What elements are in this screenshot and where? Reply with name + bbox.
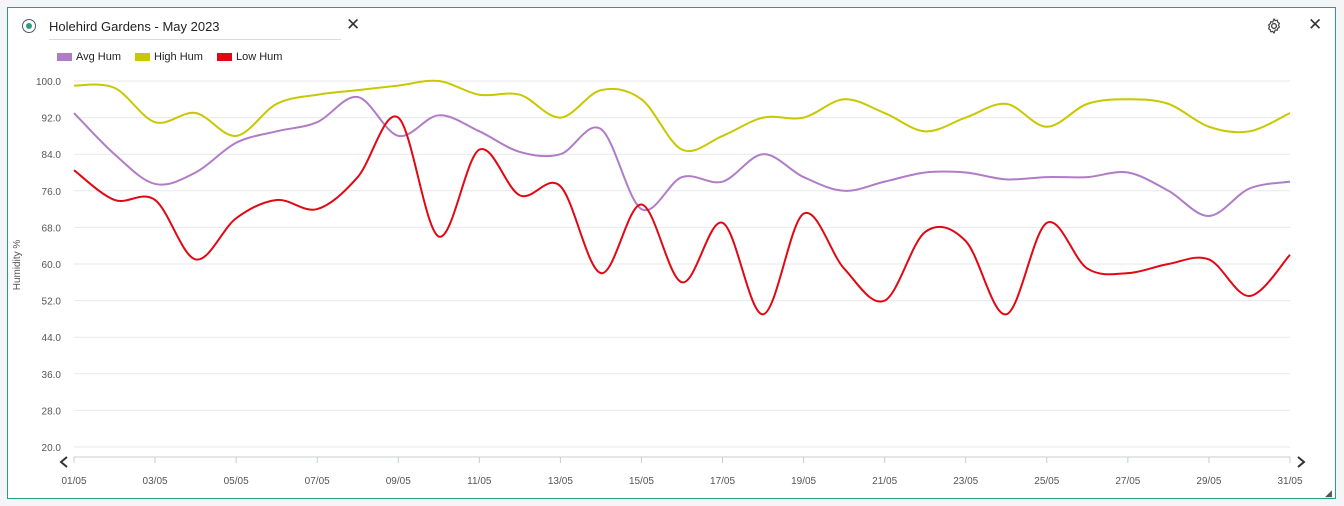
legend-label-avg-hum: Avg Hum [76,51,122,63]
select-radio[interactable] [22,19,36,33]
legend-label-high-hum: High Hum [154,51,203,63]
legend-high-hum[interactable]: High Hum [135,51,203,63]
close-icon[interactable]: ✕ [1308,15,1323,34]
title-input[interactable] [49,17,329,36]
x-tick-label: 25/05 [1034,476,1059,487]
y-tick-label: 84.0 [42,150,62,161]
y-tick-label: 20.0 [42,443,62,454]
title-field-wrapper [49,17,341,40]
x-tick-label: 27/05 [1115,476,1140,487]
y-tick-label: 52.0 [42,297,62,308]
clear-title-icon[interactable]: ✕ [346,15,361,34]
x-tick-label: 11/05 [467,476,492,487]
x-tick-label: 05/05 [224,476,249,487]
legend-swatch-low-hum [216,53,232,61]
legend-swatch-avg-hum [57,53,72,61]
x-tick-label: 13/05 [548,476,573,487]
y-tick-label: 36.0 [42,370,62,381]
x-tick-label: 29/05 [1196,476,1221,487]
scroll-left-icon[interactable] [59,456,68,468]
y-tick-label: 92.0 [42,114,62,125]
resize-grip-icon[interactable]: ◢ [1325,488,1332,498]
y-tick-label: 44.0 [42,333,62,344]
x-tick-label: 07/05 [305,476,330,487]
x-tick-label: 31/05 [1277,476,1302,487]
series-line-low-hum[interactable] [73,115,1291,316]
legend-avg-hum[interactable]: Avg Hum [57,51,121,63]
series-line-avg-hum[interactable] [73,96,1291,217]
legend-low-hum[interactable]: Low Hum [216,51,283,63]
series-line-high-hum[interactable] [73,79,1291,153]
y-tick-label: 100.0 [36,77,61,88]
x-tick-label: 15/05 [629,476,654,487]
x-tick-label: 09/05 [386,476,411,487]
gear-icon[interactable] [1265,17,1283,35]
x-tick-label: 23/05 [953,476,978,487]
x-tick-label: 17/05 [710,476,735,487]
x-tick-label: 19/05 [791,476,816,487]
legend-label-low-hum: Low Hum [235,51,283,63]
x-tick-label: 01/05 [61,476,86,487]
y-tick-label: 68.0 [42,223,62,234]
chart-legend: Avg Hum High Hum Low Hum [57,51,282,63]
x-tick-label: 03/05 [143,476,168,487]
x-tick-label: 21/05 [872,476,897,487]
scroll-right-icon[interactable] [1297,456,1306,468]
y-tick-label: 28.0 [42,406,62,417]
y-tick-label: 76.0 [42,187,62,198]
y-axis-label: Humidity % [12,240,23,291]
y-tick-label: 60.0 [42,260,62,271]
chart-panel [7,7,1336,499]
legend-swatch-high-hum [135,53,151,61]
